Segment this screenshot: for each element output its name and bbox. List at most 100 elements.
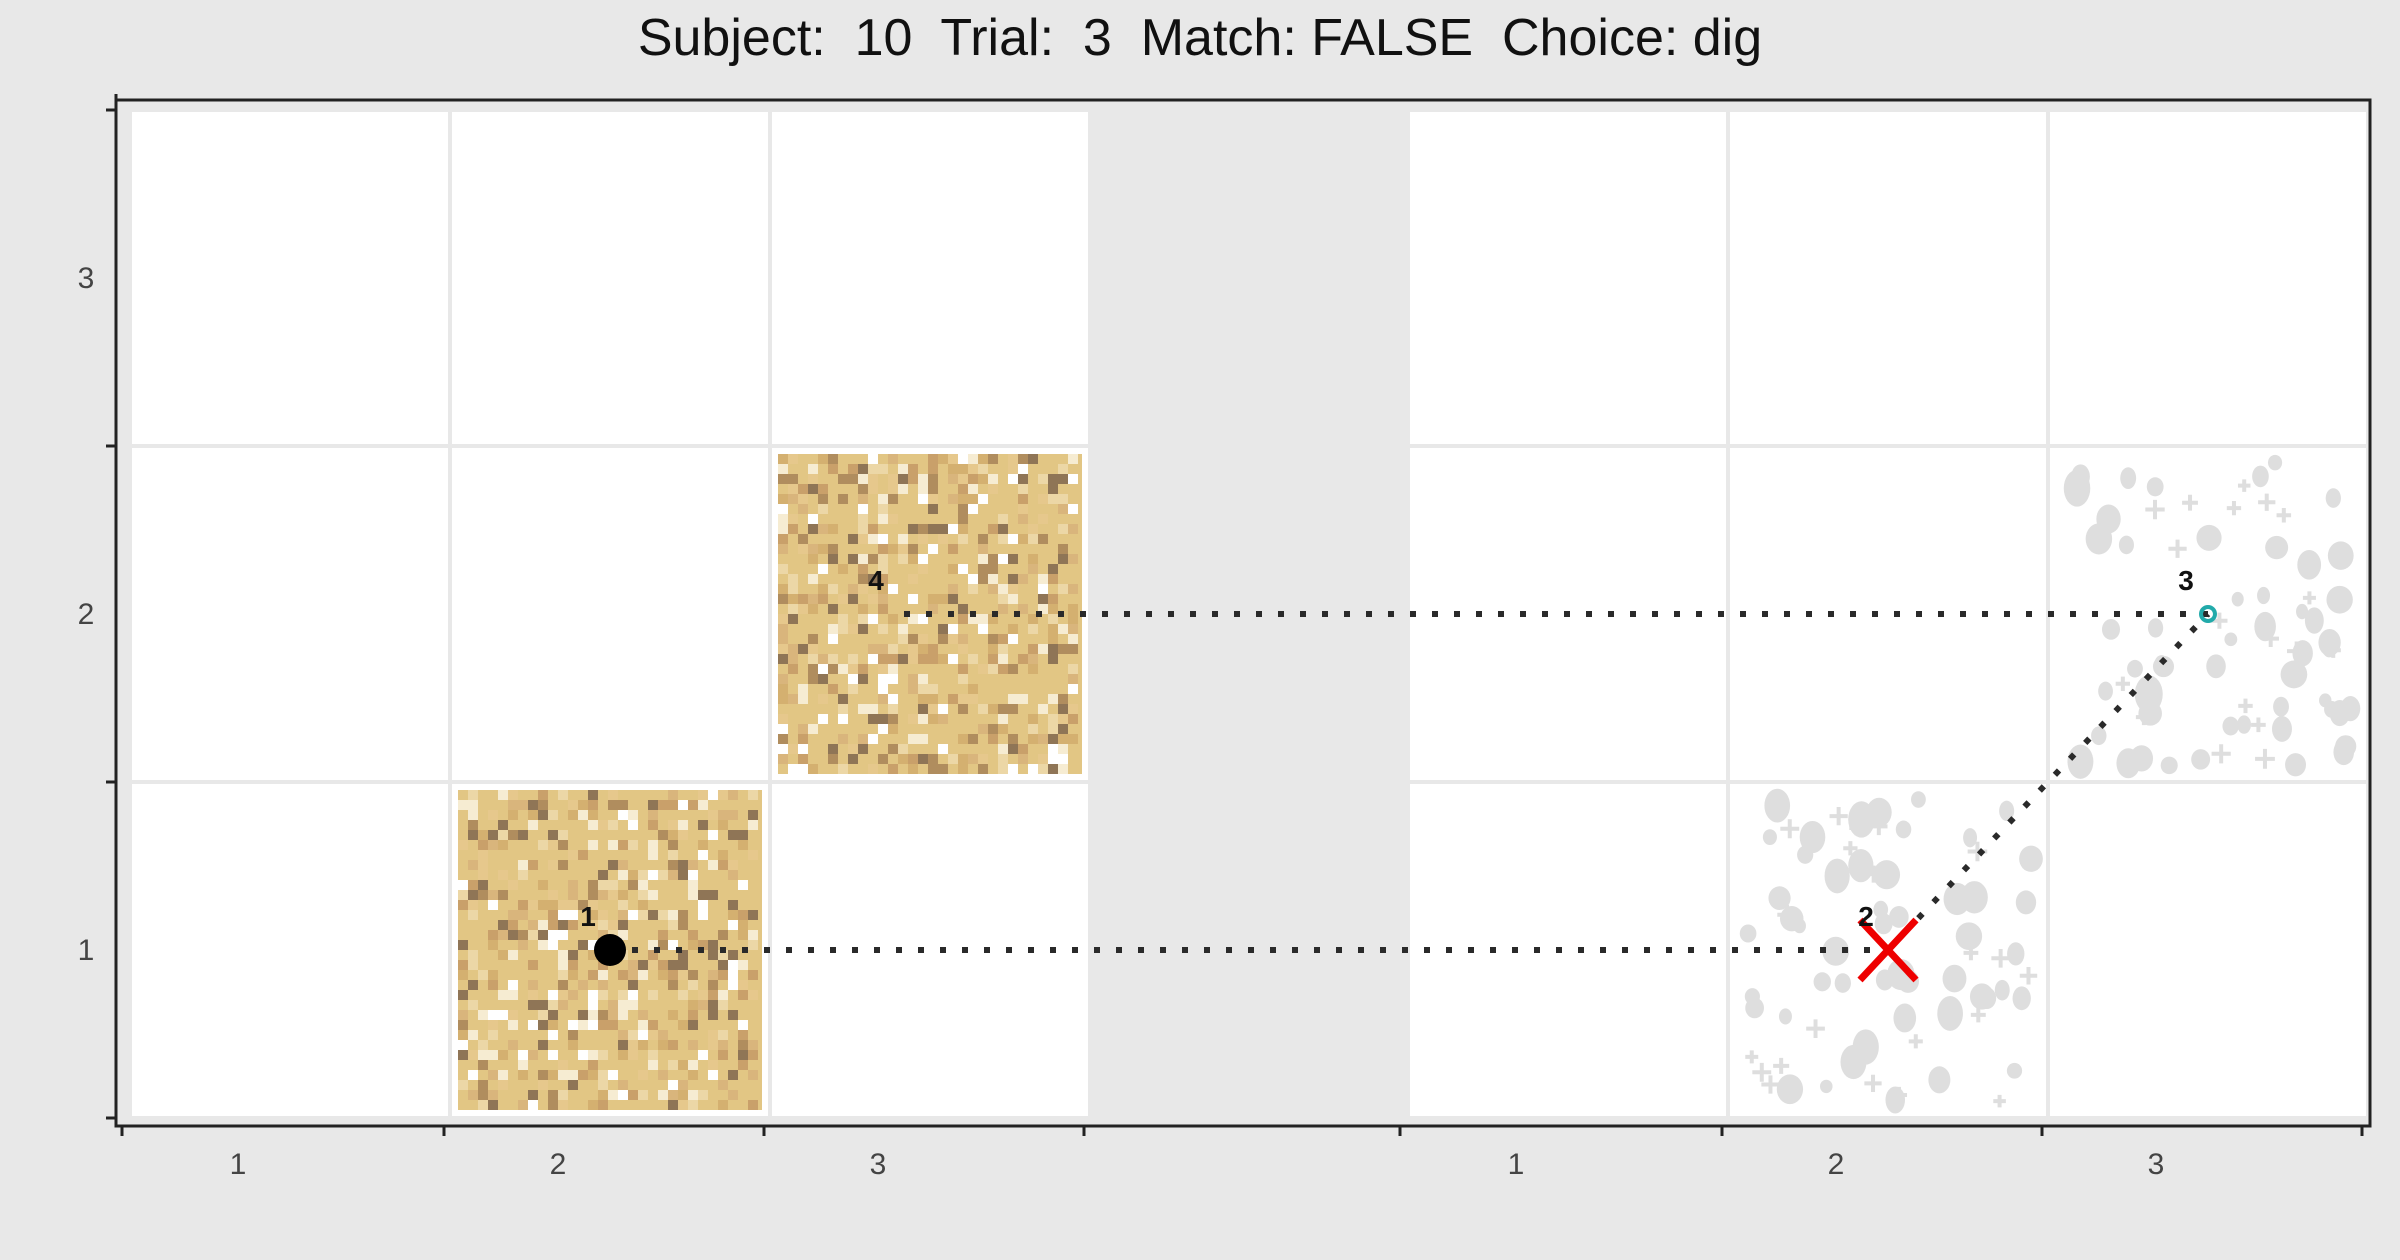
- sand-speck: [1018, 504, 1028, 514]
- sand-speck: [728, 790, 738, 800]
- sand-speck: [928, 504, 938, 514]
- gravel-pebble: [2012, 986, 2031, 1011]
- sand-speck: [628, 970, 638, 980]
- grid-cell-left-1-2: [132, 448, 448, 780]
- sand-speck: [878, 674, 888, 684]
- sand-speck: [668, 1080, 678, 1090]
- sand-speck: [508, 830, 518, 840]
- sand-speck: [508, 970, 518, 980]
- gravel-cross: [1761, 1075, 1780, 1094]
- sand-speck: [708, 790, 718, 800]
- sand-speck: [788, 594, 798, 604]
- sand-speck: [458, 1030, 468, 1040]
- sand-speck: [558, 960, 568, 970]
- gravel-pebble: [1994, 979, 2010, 1001]
- sand-speck: [838, 584, 848, 594]
- sand-speck: [618, 990, 628, 1000]
- sand-speck: [848, 554, 858, 564]
- sand-speck: [918, 474, 928, 484]
- sand-speck: [728, 1010, 738, 1020]
- gravel-pebble: [1793, 918, 1806, 934]
- sand-speck: [908, 684, 918, 694]
- sand-speck: [1008, 534, 1018, 544]
- sand-speck: [478, 1080, 488, 1090]
- sand-speck: [708, 950, 718, 960]
- sand-speck: [1038, 514, 1048, 524]
- sand-speck: [538, 800, 548, 810]
- sand-speck: [538, 790, 548, 800]
- sand-speck: [1038, 604, 1048, 614]
- gravel-pebble: [2254, 611, 2276, 642]
- sand-speck: [918, 524, 928, 534]
- sand-speck: [958, 704, 968, 714]
- sand-speck: [538, 1010, 548, 1020]
- sand-speck: [1008, 694, 1018, 704]
- sand-speck: [708, 810, 718, 820]
- sand-speck: [858, 514, 868, 524]
- sand-speck: [808, 524, 818, 534]
- sand-speck: [988, 564, 998, 574]
- sand-speck: [548, 860, 558, 870]
- sand-speck: [1028, 544, 1038, 554]
- sand-speck: [558, 860, 568, 870]
- sand-speck: [658, 870, 668, 880]
- sand-speck: [1068, 624, 1078, 634]
- sand-speck: [568, 1070, 578, 1080]
- sand-speck: [588, 1050, 598, 1060]
- sand-speck: [1058, 524, 1068, 534]
- sand-speck: [978, 704, 988, 714]
- sand-speck: [598, 1010, 608, 1020]
- gravel-pebble: [1960, 881, 1988, 914]
- sand-speck: [688, 940, 698, 950]
- sand-speck: [1008, 744, 1018, 754]
- sand-speck: [648, 910, 658, 920]
- sand-speck: [1018, 534, 1028, 544]
- sand-speck: [548, 870, 558, 880]
- sand-speck: [958, 644, 968, 654]
- sand-speck: [678, 800, 688, 810]
- sand-speck: [528, 810, 538, 820]
- sand-speck: [748, 790, 758, 800]
- gravel-pebble: [1776, 1074, 1804, 1105]
- sand-speck: [1048, 494, 1058, 504]
- sand-speck: [468, 820, 478, 830]
- sand-speck: [718, 860, 728, 870]
- sand-speck: [658, 830, 668, 840]
- sand-speck: [1008, 474, 1018, 484]
- sand-speck: [968, 474, 978, 484]
- sand-speck: [958, 464, 968, 474]
- sand-speck: [608, 1020, 618, 1030]
- sand-speck: [888, 584, 898, 594]
- sand-speck: [818, 714, 828, 724]
- sand-speck: [648, 1020, 658, 1030]
- sand-speck: [978, 464, 988, 474]
- sand-speck: [548, 830, 558, 840]
- gravel-pebble: [2273, 696, 2289, 717]
- sand-speck: [698, 1090, 708, 1100]
- sand-speck: [1008, 594, 1018, 604]
- sand-speck: [1048, 754, 1058, 764]
- sand-speck: [938, 464, 948, 474]
- sand-speck: [958, 664, 968, 674]
- sand-speck: [478, 850, 488, 860]
- sand-speck: [628, 950, 638, 960]
- sand-speck: [828, 604, 838, 614]
- sand-speck: [878, 534, 888, 544]
- sand-speck: [1028, 614, 1038, 624]
- sand-speck: [948, 454, 958, 464]
- sand-speck: [518, 800, 528, 810]
- sand-speck: [808, 644, 818, 654]
- sand-speck: [828, 694, 838, 704]
- sand-speck: [1068, 684, 1078, 694]
- x-tick-label: 3: [870, 1148, 887, 1181]
- sand-speck: [1068, 764, 1078, 774]
- sand-speck: [728, 1090, 738, 1100]
- sand-speck: [798, 654, 808, 664]
- sand-speck: [888, 704, 898, 714]
- gravel-cross: [1993, 1094, 2006, 1108]
- sand-speck: [688, 890, 698, 900]
- sand-speck: [568, 960, 578, 970]
- sand-speck: [618, 930, 628, 940]
- sand-speck: [798, 544, 808, 554]
- gravel-pebble: [2101, 618, 2121, 640]
